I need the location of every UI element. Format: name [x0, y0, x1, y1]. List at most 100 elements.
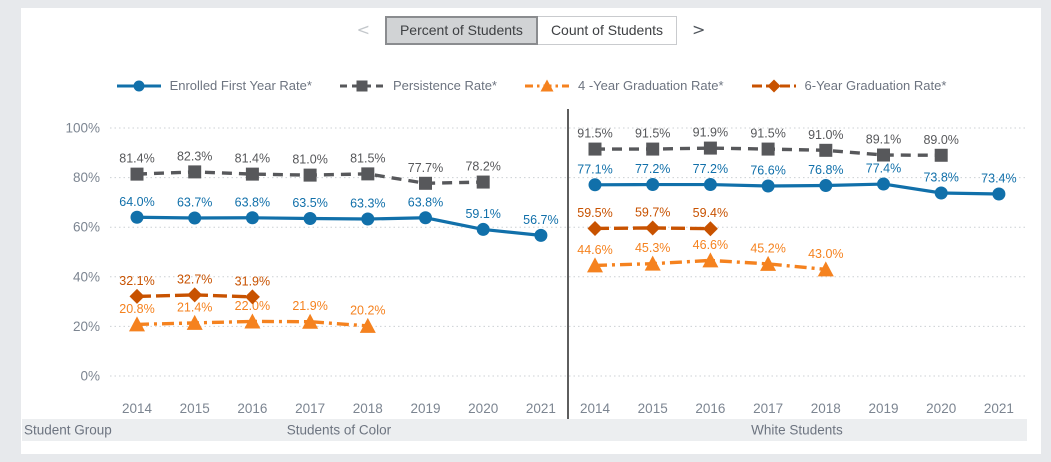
x-axis-year-label: 2019	[410, 401, 440, 416]
marker-enrolled-first-year-rate[interactable]	[419, 211, 432, 225]
data-label: 59.4%	[693, 206, 728, 220]
marker-enrolled-first-year-rate[interactable]	[819, 179, 833, 193]
x-axis-year-label: 2014	[122, 401, 153, 416]
data-label: 81.5%	[350, 151, 385, 165]
prev-sheet-icon[interactable]: <	[356, 20, 370, 39]
marker-6-year-graduation-rate[interactable]	[702, 221, 718, 237]
marker-enrolled-first-year-rate[interactable]	[761, 179, 775, 193]
data-label: 81.4%	[235, 152, 270, 166]
marker-enrolled-first-year-rate[interactable]	[646, 178, 660, 192]
data-label: 77.2%	[693, 162, 728, 176]
marker-enrolled-first-year-rate[interactable]	[188, 211, 202, 225]
marker-6-year-graduation-rate[interactable]	[129, 288, 145, 304]
marker-6-year-graduation-rate[interactable]	[645, 220, 661, 236]
marker-4-year-graduation-rate[interactable]	[817, 261, 834, 277]
x-axis-year-label: 2017	[753, 401, 783, 416]
marker-4-year-graduation-rate[interactable]	[644, 255, 661, 271]
x-axis-year-label: 2016	[695, 401, 725, 416]
x-axis-year-label: 2015	[180, 401, 210, 416]
tab-count-of-students[interactable]: Count of Students	[536, 15, 678, 45]
marker-enrolled-first-year-rate[interactable]	[877, 177, 890, 191]
chart-card: < Percent of Students Count of Students >…	[21, 8, 1041, 454]
marker-persistence-rate[interactable]	[877, 148, 890, 162]
legend-item-label: Enrolled First Year Rate*	[169, 78, 312, 93]
x-axis-year-label: 2021	[526, 401, 556, 416]
data-label: 89.1%	[866, 133, 901, 147]
marker-persistence-rate[interactable]	[303, 168, 317, 182]
legend-item-4-year-graduation-rate[interactable]: 4 -Year Graduation Rate*	[524, 78, 724, 93]
legend-swatch-enrolled-first-year-rate-icon	[116, 80, 161, 91]
marker-enrolled-first-year-rate[interactable]	[534, 228, 548, 242]
marker-persistence-rate[interactable]	[419, 176, 432, 190]
marker-enrolled-first-year-rate[interactable]	[245, 211, 259, 225]
data-label: 64.0%	[119, 195, 154, 209]
marker-enrolled-first-year-rate[interactable]	[130, 210, 144, 224]
marker-6-year-graduation-rate[interactable]	[187, 287, 203, 303]
marker-persistence-rate[interactable]	[703, 141, 717, 155]
series-line-enrolled-first-year-rate-panel1	[136, 215, 542, 237]
data-label: 91.5%	[577, 127, 612, 141]
data-label: 20.8%	[119, 302, 154, 316]
marker-4-year-graduation-rate[interactable]	[702, 252, 719, 268]
y-axis-tick-label: 0%	[80, 369, 100, 384]
data-label: 63.8%	[235, 195, 270, 209]
data-label: 77.1%	[577, 162, 612, 176]
data-label: 21.4%	[177, 300, 212, 314]
data-label: 77.7%	[408, 161, 443, 175]
legend-marker-icon	[540, 79, 554, 91]
marker-4-year-graduation-rate[interactable]	[244, 313, 261, 329]
marker-persistence-rate[interactable]	[361, 167, 375, 181]
marker-enrolled-first-year-rate[interactable]	[588, 178, 602, 192]
data-label: 73.4%	[981, 171, 1016, 185]
x-axis-year-label: 2016	[237, 401, 267, 416]
marker-enrolled-first-year-rate[interactable]	[992, 187, 1006, 201]
data-label: 78.2%	[465, 160, 500, 174]
marker-persistence-rate[interactable]	[188, 165, 202, 179]
marker-4-year-graduation-rate[interactable]	[186, 314, 203, 330]
marker-persistence-rate[interactable]	[245, 167, 259, 181]
data-label: 91.5%	[635, 127, 670, 141]
series-line-4-year-graduation-rate-panel1	[136, 319, 368, 328]
marker-4-year-graduation-rate[interactable]	[359, 317, 376, 333]
x-axis-year-label: 2021	[984, 401, 1014, 416]
data-label: 32.7%	[177, 272, 212, 286]
tab-percent-of-students[interactable]: Percent of Students	[384, 15, 538, 45]
marker-enrolled-first-year-rate[interactable]	[303, 212, 317, 226]
next-sheet-icon[interactable]: >	[692, 20, 706, 39]
x-axis-year-label: 2020	[468, 401, 498, 416]
marker-6-year-graduation-rate[interactable]	[244, 289, 260, 305]
marker-persistence-rate[interactable]	[761, 142, 775, 156]
data-label: 91.9%	[693, 126, 728, 140]
data-label: 82.3%	[177, 149, 212, 163]
legend-item-6-year-graduation-rate[interactable]: 6-Year Graduation Rate*	[751, 78, 947, 93]
y-axis-tick-label: 40%	[73, 269, 100, 284]
data-label: 44.6%	[577, 243, 612, 257]
legend-item-persistence-rate[interactable]: Persistence Rate*	[339, 78, 497, 93]
marker-enrolled-first-year-rate[interactable]	[703, 178, 717, 192]
marker-6-year-graduation-rate[interactable]	[587, 220, 603, 236]
x-axis-year-label: 2014	[580, 401, 611, 416]
marker-persistence-rate[interactable]	[934, 148, 948, 162]
legend-item-enrolled-first-year-rate[interactable]: Enrolled First Year Rate*	[116, 78, 312, 93]
data-label: 89.0%	[923, 133, 958, 147]
marker-4-year-graduation-rate[interactable]	[760, 255, 777, 271]
data-label: 31.9%	[235, 274, 270, 288]
marker-persistence-rate[interactable]	[819, 143, 833, 157]
marker-persistence-rate[interactable]	[476, 175, 490, 189]
marker-4-year-graduation-rate[interactable]	[587, 257, 603, 273]
marker-persistence-rate[interactable]	[130, 167, 144, 181]
marker-persistence-rate[interactable]	[646, 142, 660, 156]
marker-enrolled-first-year-rate[interactable]	[361, 212, 375, 226]
data-label: 59.5%	[577, 206, 612, 220]
legend-item-label: 6-Year Graduation Rate*	[804, 78, 947, 93]
marker-4-year-graduation-rate[interactable]	[302, 313, 319, 329]
marker-4-year-graduation-rate[interactable]	[129, 316, 145, 332]
data-label: 59.1%	[465, 207, 500, 221]
data-label: 81.4%	[119, 152, 154, 166]
marker-enrolled-first-year-rate[interactable]	[476, 222, 490, 236]
data-label: 73.8%	[923, 170, 958, 184]
data-label: 81.0%	[292, 153, 327, 167]
marker-enrolled-first-year-rate[interactable]	[934, 186, 948, 200]
marker-persistence-rate[interactable]	[588, 142, 602, 156]
data-label: 63.5%	[292, 196, 327, 210]
